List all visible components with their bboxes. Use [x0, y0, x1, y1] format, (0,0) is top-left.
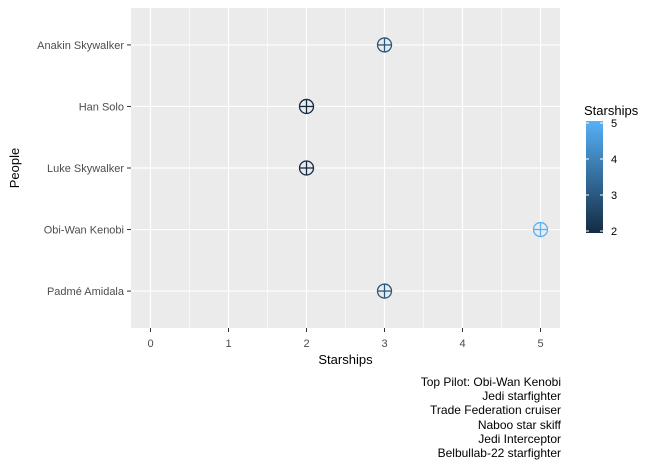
y-tick-label: Padmé Amidala	[47, 286, 125, 298]
caption: Top Pilot: Obi-Wan Kenobi Jedi starfight…	[421, 375, 561, 460]
x-tick-label: 2	[303, 338, 309, 350]
caption-line: Top Pilot: Obi-Wan Kenobi	[420, 375, 561, 389]
legend-tick-label: 4	[611, 154, 617, 166]
caption-line: Trade Federation cruiser	[430, 403, 561, 418]
y-tick-label: Han Solo	[79, 101, 124, 113]
x-axis-title: Starships	[318, 352, 373, 367]
y-tick-label: Obi-Wan Kenobi	[44, 225, 124, 237]
y-tick-label: Luke Skywalker	[47, 163, 124, 175]
legend-title: Starships	[584, 103, 639, 118]
x-tick-label: 1	[225, 338, 231, 350]
legend-tick-label: 5	[611, 118, 617, 130]
legend-tick-label: 2	[611, 226, 617, 238]
x-tick-label: 0	[147, 338, 153, 350]
y-tick-label: Anakin Skywalker	[37, 40, 124, 52]
legend-tick-label: 3	[611, 190, 617, 202]
x-tick-label: 3	[381, 338, 387, 350]
caption-line: Jedi Interceptor	[478, 431, 561, 446]
caption-line: Jedi starfighter	[482, 389, 561, 404]
x-tick-label: 4	[459, 338, 465, 350]
legend-colorbar	[586, 121, 603, 233]
caption-line: Belbullab-22 starfighter	[437, 446, 561, 461]
caption-line: Naboo star skiff	[477, 417, 561, 432]
x-tick-label: 5	[537, 338, 543, 350]
y-axis-title: People	[7, 148, 22, 188]
